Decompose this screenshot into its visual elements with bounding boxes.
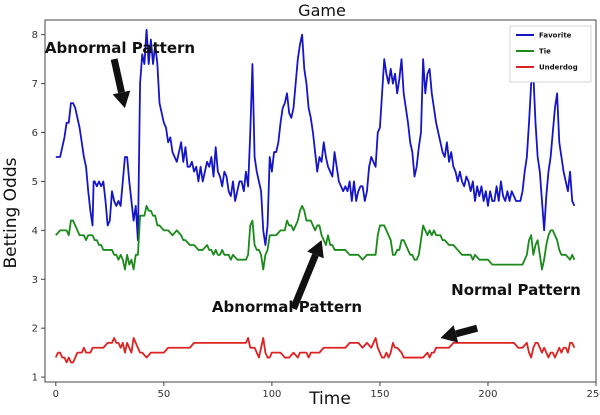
x-tick-label: 50 <box>157 389 170 400</box>
legend: Favorite Tie Underdog <box>509 25 592 83</box>
legend-label-underdog: Underdog <box>539 64 578 72</box>
x-axis-label: Time <box>308 389 351 409</box>
plot-frame <box>44 19 597 383</box>
series-line-underdog <box>54 337 576 364</box>
annotation-label: Normal Pattern <box>451 281 581 299</box>
y-tick-label: 6 <box>32 128 38 139</box>
annotation-arrow <box>290 240 324 310</box>
annotation-label: Abnormal Pattern <box>45 39 195 57</box>
annotation-arrow <box>110 58 131 109</box>
series-lines <box>54 28 576 364</box>
x-tick-label: 200 <box>478 389 497 400</box>
legend-label-favorite: Favorite <box>539 32 572 40</box>
annotation-arrow <box>440 324 479 343</box>
series-line-favorite <box>55 28 576 246</box>
legend-label-tie: Tie <box>539 48 551 56</box>
y-axis-label: Betting Odds <box>1 157 21 268</box>
x-tick-label: 150 <box>370 389 389 400</box>
y-tick-label: 5 <box>32 177 38 188</box>
y-tick-label: 7 <box>32 79 38 90</box>
series-line-tie <box>55 204 576 271</box>
axis-ticks: 0 50 100 150 200 250 1 2 3 4 5 6 7 8 <box>32 30 600 400</box>
annotations: Abnormal Pattern Abnormal Pattern Normal P… <box>45 39 581 343</box>
annotation-label: Abnormal Pattern <box>212 298 362 316</box>
y-tick-label: 1 <box>32 373 38 384</box>
y-tick-label: 2 <box>32 324 38 335</box>
x-tick-label: 100 <box>262 389 281 400</box>
y-tick-label: 3 <box>32 275 38 286</box>
x-tick-label: 0 <box>53 389 59 400</box>
chart-title: Game <box>298 1 346 20</box>
y-tick-label: 4 <box>32 226 38 237</box>
y-tick-label: 8 <box>32 30 38 41</box>
x-tick-label: 250 <box>586 389 600 400</box>
